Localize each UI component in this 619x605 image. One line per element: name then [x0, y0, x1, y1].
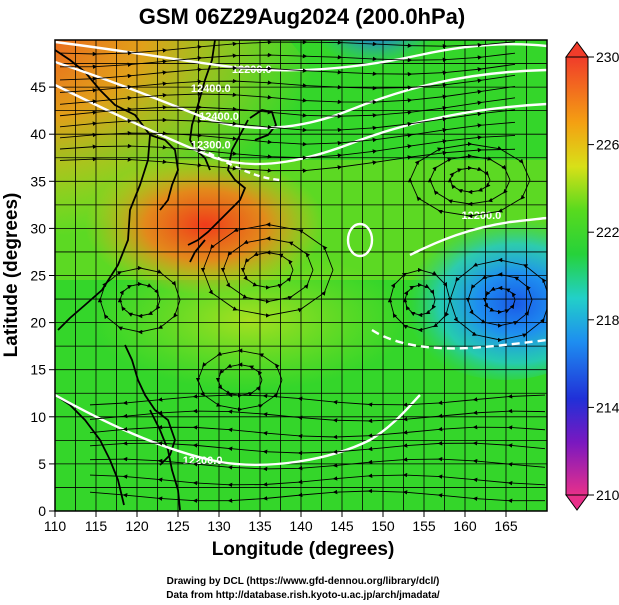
y-tick-label: 25	[30, 268, 46, 284]
chart-title: GSM 06Z29Aug2024 (200.0hPa)	[139, 4, 465, 29]
credit-data: Data from http://database.rish.kyoto-u.a…	[166, 590, 440, 601]
colorbar-tick-label: 226	[596, 137, 619, 153]
y-axis-ticks: 0 5 10 15 20 25 30 35 40 45	[30, 79, 55, 519]
y-axis-label: Latitude (degrees)	[1, 193, 22, 358]
streamline	[89, 441, 546, 456]
streamline	[89, 488, 546, 504]
x-tick-label: 160	[453, 518, 477, 534]
streamline	[59, 52, 516, 69]
colorbar-tick-label: 230	[596, 49, 619, 65]
x-axis-label: Longitude (degrees)	[212, 539, 395, 560]
streamline	[387, 267, 451, 333]
wind-streamlines	[59, 40, 547, 504]
y-tick-label: 40	[30, 126, 46, 142]
y-tick-label: 20	[30, 315, 46, 331]
contour-label: 12400.0	[191, 83, 231, 95]
x-tick-label: 115	[85, 518, 108, 534]
streamline	[89, 456, 546, 472]
colorbar-bottom-triangle	[565, 494, 589, 511]
x-tick-label: 130	[207, 518, 231, 534]
y-tick-label: 0	[38, 503, 46, 519]
x-tick-label: 155	[412, 518, 436, 534]
x-tick-label: 120	[125, 518, 149, 534]
y-tick-label: 45	[30, 79, 46, 95]
colorbar-ticks: 230 226 222 218 214 210	[588, 49, 619, 503]
x-axis-ticks: 110 115 120 125 130 135 140 145 150 155 160 165	[44, 511, 518, 534]
x-tick-label: 140	[289, 518, 313, 534]
colorbar-tick-label: 222	[596, 224, 619, 240]
credit-drawing: Drawing by DCL (https://www.gfd-dennou.o…	[167, 576, 440, 587]
y-tick-label: 10	[30, 409, 46, 425]
y-tick-label: 35	[30, 173, 46, 189]
streamline	[89, 392, 546, 408]
streamline	[97, 265, 181, 335]
x-tick-label: 110	[44, 518, 67, 534]
streamline	[59, 74, 516, 93]
contour-label: 12300.0	[191, 139, 231, 151]
y-tick-label: 5	[38, 456, 46, 472]
streamline	[89, 472, 546, 488]
x-tick-label: 125	[166, 518, 190, 534]
indochina-coast	[55, 394, 125, 506]
streamline	[407, 141, 531, 219]
streamline	[200, 222, 334, 318]
contour-line	[409, 216, 547, 257]
y-tick-label: 30	[30, 220, 46, 236]
colorbar-tick-label: 214	[596, 399, 619, 415]
x-tick-label: 135	[248, 518, 272, 534]
streamline	[89, 424, 546, 440]
streamline	[89, 408, 546, 424]
streamline	[59, 63, 516, 82]
contour-closed-loop	[346, 222, 374, 258]
x-tick-label: 165	[494, 518, 518, 534]
x-tick-label: 150	[371, 518, 395, 534]
contour-line-dashed	[371, 328, 547, 350]
colorbar-gradient	[565, 56, 589, 496]
colorbar-tick-label: 218	[596, 312, 619, 328]
colorbar-top-triangle	[565, 41, 589, 58]
colorbar-tick-label: 210	[596, 487, 619, 503]
y-tick-label: 15	[30, 362, 46, 378]
streamline	[59, 85, 516, 105]
streamline	[59, 40, 516, 57]
contour-label: 12200.0	[232, 64, 272, 76]
x-tick-label: 145	[330, 518, 354, 534]
colorbar: 230 226 222 218 214 210	[565, 41, 619, 511]
plot-area: 12200.012400.012400.012300.012200.012200…	[55, 40, 547, 511]
